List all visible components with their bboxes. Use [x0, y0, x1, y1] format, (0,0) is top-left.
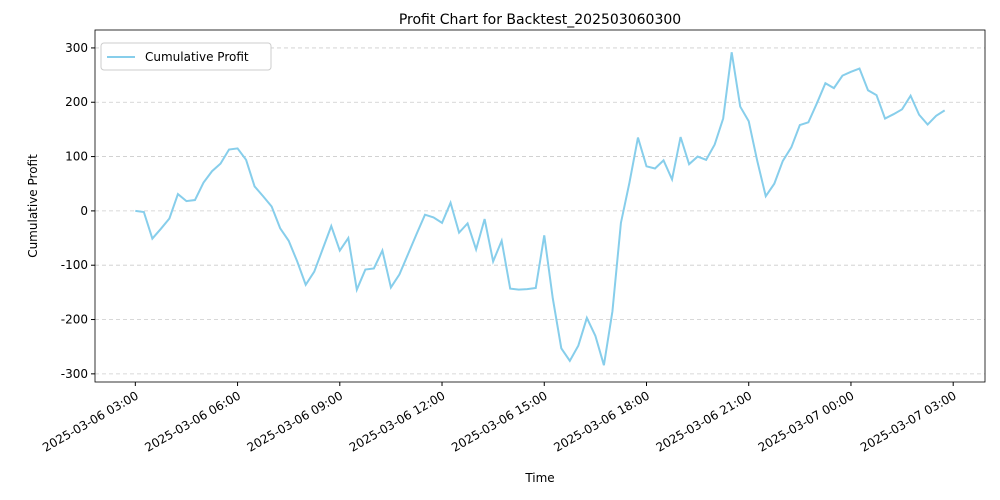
plot-frame	[94, 29, 986, 383]
y-tick-label: 0	[80, 204, 88, 218]
x-tick-label: 2025-03-06 21:00	[654, 388, 755, 454]
y-axis-label: Cumulative Profit	[26, 154, 40, 258]
x-tick-label: 2025-03-07 03:00	[858, 388, 959, 454]
chart-title: Profit Chart for Backtest_202503060300	[399, 12, 681, 28]
data-line	[135, 52, 946, 366]
x-tick-label: 2025-03-06 18:00	[551, 388, 652, 454]
legend-label: Cumulative Profit	[145, 50, 249, 64]
y-tick-label: -200	[61, 313, 88, 327]
x-tick-label: 2025-03-06 03:00	[40, 388, 141, 454]
x-axis-label: Time	[524, 471, 554, 485]
x-tick-label: 2025-03-06 12:00	[347, 388, 448, 454]
x-tick-label: 2025-03-07 00:00	[756, 388, 857, 454]
x-tick-label: 2025-03-06 06:00	[142, 388, 243, 454]
x-tick-label: 2025-03-06 09:00	[245, 388, 346, 454]
y-tick-label: 100	[65, 150, 88, 164]
y-tick-label: 300	[65, 41, 88, 55]
y-tick-label: -300	[61, 367, 88, 381]
x-tick-label: 2025-03-06 15:00	[449, 388, 550, 454]
legend-box	[100, 42, 272, 71]
y-tick-label: 200	[65, 95, 88, 109]
y-tick-label: -100	[61, 258, 88, 272]
